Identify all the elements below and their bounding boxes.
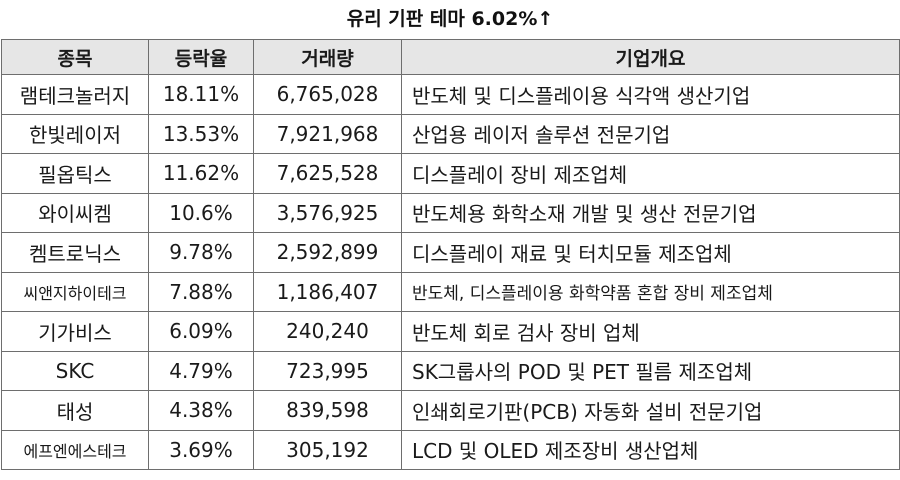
stock-name: 씨앤지하이테크: [1, 271, 149, 312]
stock-rate: 9.78%: [148, 232, 254, 273]
page-title: 유리 기판 테마 6.02%↑: [346, 8, 554, 30]
stock-rate: 4.38%: [148, 390, 254, 431]
table-row: 와이씨켐 10.6% 3,576,925 반도체용 화학소재 개발 및 생산 전…: [1, 192, 900, 233]
stock-name: 에프엔에스테크: [1, 429, 149, 470]
table-row: 기가비스 6.09% 240,240 반도체 회로 검사 장비 업체: [1, 311, 900, 352]
stock-description: LCD 및 OLED 제조장비 생산업체: [401, 429, 900, 470]
stock-name: 와이씨켐: [1, 192, 149, 233]
stock-volume: 723,995: [253, 350, 402, 391]
table-row: 켐트로닉스 9.78% 2,592,899 디스플레이 재료 및 터치모듈 제조…: [1, 232, 900, 273]
table-row: 한빛레이저 13.53% 7,921,968 산업용 레이저 솔루션 전문기업: [1, 113, 900, 154]
table-header-row: 종목 등락율 거래량 기업개요: [1, 39, 900, 75]
stock-rate: 6.09%: [148, 311, 254, 352]
stock-description: 반도체 회로 검사 장비 업체: [401, 311, 900, 352]
stock-volume: 305,192: [253, 429, 402, 470]
stock-volume: 6,765,028: [253, 74, 402, 115]
header-description: 기업개요: [401, 39, 900, 75]
table-row: SKC 4.79% 723,995 SK그룹사의 POD 및 PET 필름 제조…: [1, 350, 900, 391]
stock-volume: 2,592,899: [253, 232, 402, 273]
header-rate: 등락율: [148, 39, 254, 75]
stock-rate: 4.79%: [148, 350, 254, 391]
stock-name: 켐트로닉스: [1, 232, 149, 273]
header-volume: 거래량: [253, 39, 402, 75]
stock-volume: 7,921,968: [253, 113, 402, 154]
stock-table: 종목 등락율 거래량 기업개요 램테크놀러지 18.11% 6,765,028 …: [1, 39, 900, 470]
stock-name: 한빛레이저: [1, 113, 149, 154]
stock-rate: 7.88%: [148, 271, 254, 312]
stock-name: 램테크놀러지: [1, 74, 149, 115]
stock-volume: 1,186,407: [253, 271, 402, 312]
header-name: 종목: [1, 39, 149, 75]
stock-description: 반도체 및 디스플레이용 식각액 생산기업: [401, 74, 900, 115]
table-row: 씨앤지하이테크 7.88% 1,186,407 반도체, 디스플레이용 화학약품…: [1, 271, 900, 312]
stock-volume: 3,576,925: [253, 192, 402, 233]
stock-volume: 240,240: [253, 311, 402, 352]
stock-name: 태성: [1, 390, 149, 431]
stock-volume: 7,625,528: [253, 153, 402, 194]
table-row: 태성 4.38% 839,598 인쇄회로기판(PCB) 자동화 설비 전문기업: [1, 390, 900, 431]
table-row: 램테크놀러지 18.11% 6,765,028 반도체 및 디스플레이용 식각액…: [1, 74, 900, 115]
stock-rate: 11.62%: [148, 153, 254, 194]
stock-description: 디스플레이 장비 제조업체: [401, 153, 900, 194]
stock-name: SKC: [1, 350, 149, 391]
stock-rate: 13.53%: [148, 113, 254, 154]
table-row: 에프엔에스테크 3.69% 305,192 LCD 및 OLED 제조장비 생산…: [1, 429, 900, 470]
stock-name: 필옵틱스: [1, 153, 149, 194]
stock-description: 디스플레이 재료 및 터치모듈 제조업체: [401, 232, 900, 273]
stock-rate: 10.6%: [148, 192, 254, 233]
stock-name: 기가비스: [1, 311, 149, 352]
stock-rate: 3.69%: [148, 429, 254, 470]
stock-description: 반도체용 화학소재 개발 및 생산 전문기업: [401, 192, 900, 233]
stock-description: 인쇄회로기판(PCB) 자동화 설비 전문기업: [401, 390, 900, 431]
stock-rate: 18.11%: [148, 74, 254, 115]
table-row: 필옵틱스 11.62% 7,625,528 디스플레이 장비 제조업체: [1, 153, 900, 194]
stock-description: 산업용 레이저 솔루션 전문기업: [401, 113, 900, 154]
stock-description: 반도체, 디스플레이용 화학약품 혼합 장비 제조업체: [401, 271, 900, 312]
stock-description: SK그룹사의 POD 및 PET 필름 제조업체: [401, 350, 900, 391]
stock-volume: 839,598: [253, 390, 402, 431]
